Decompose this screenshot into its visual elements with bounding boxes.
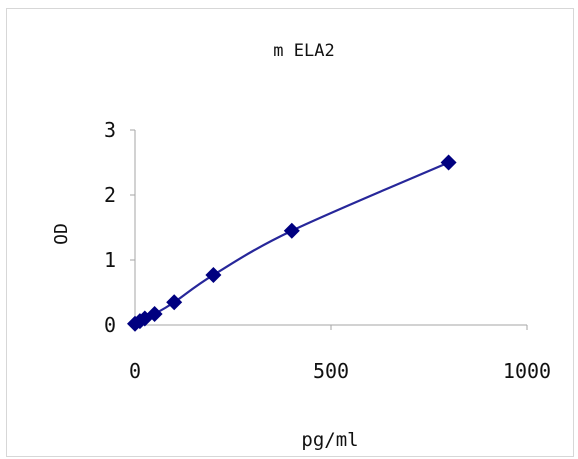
data-point-diamond	[441, 155, 457, 171]
x-tick-label: 500	[313, 359, 349, 383]
axes	[130, 130, 527, 330]
x-tick-label: 1000	[503, 359, 551, 383]
y-tick-label: 2	[104, 183, 116, 207]
y-axis-label: OD	[51, 223, 72, 245]
series-line	[135, 163, 449, 324]
chart-title: m ELA2	[273, 41, 334, 61]
data-point-diamond	[166, 294, 182, 310]
tick-labels: 0 1 2 3 0 500 1000	[104, 118, 551, 383]
y-tick-label: 0	[104, 313, 116, 337]
x-axis-label: pg/ml	[301, 429, 358, 451]
x-tick-label: 0	[129, 359, 141, 383]
y-tick-label: 1	[104, 248, 116, 272]
data-point-diamond	[205, 267, 221, 283]
data-point-diamond	[284, 223, 300, 239]
y-tick-label: 3	[104, 118, 116, 142]
